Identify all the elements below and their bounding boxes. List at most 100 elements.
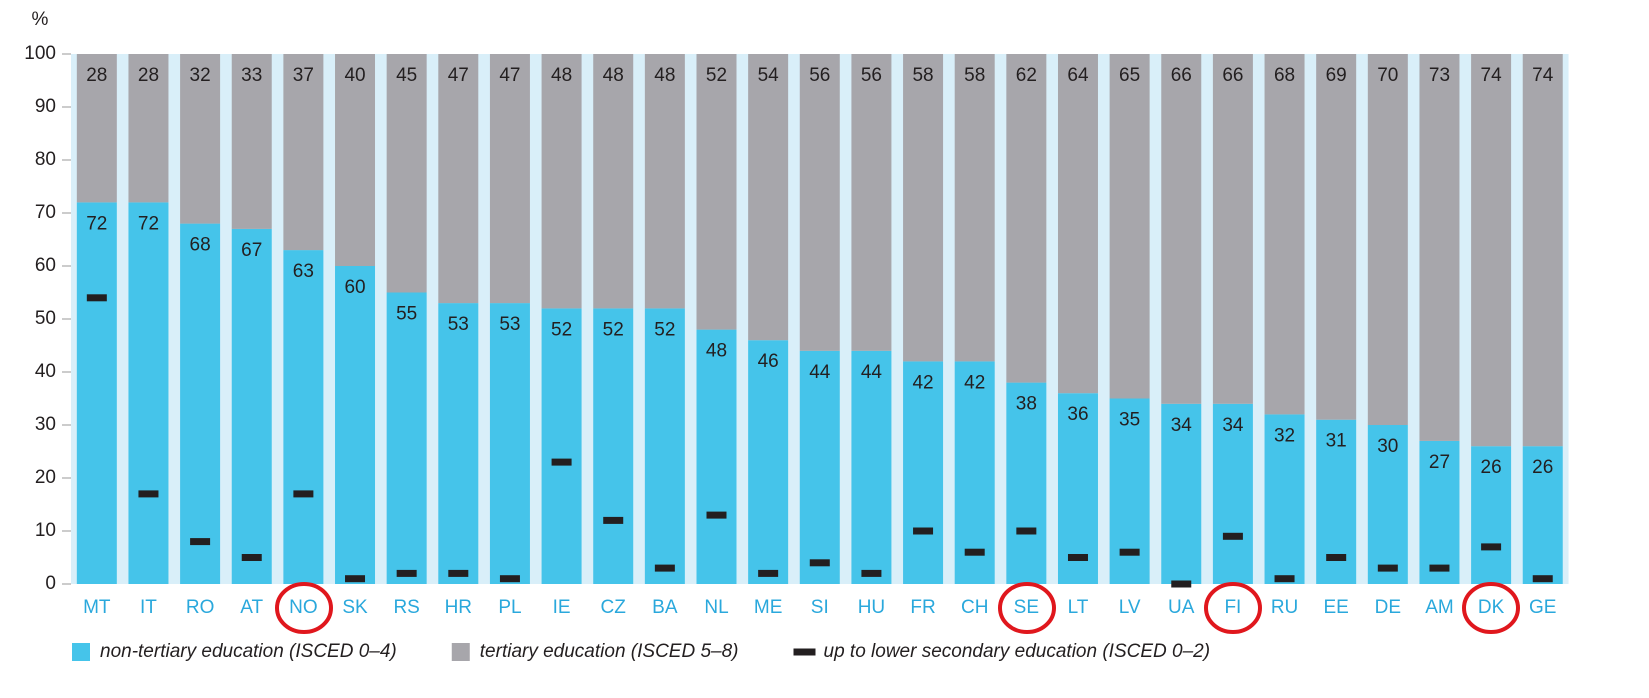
bar-value-label: 48	[603, 65, 624, 86]
bar-segment	[1161, 403, 1202, 584]
y-tick-label: 70	[35, 202, 56, 223]
y-tick-label: 0	[45, 573, 56, 594]
y-tick-label: 30	[35, 414, 56, 435]
bar-segment	[851, 350, 892, 584]
bar-value-label: 44	[861, 362, 883, 383]
bar-value-label: 37	[293, 65, 314, 86]
bar-value-label: 32	[1274, 425, 1295, 446]
bar-value-label: 31	[1326, 431, 1347, 452]
highlight-circle	[275, 582, 333, 634]
bar-segment	[748, 340, 789, 584]
x-tick-label: UA	[1168, 597, 1195, 618]
bar-value-label: 56	[861, 65, 882, 86]
bar-segment	[1471, 446, 1512, 584]
bar-segment	[180, 54, 221, 224]
bar-segment	[180, 223, 221, 584]
bar-value-label: 73	[1429, 65, 1450, 86]
x-tick-label: HU	[858, 597, 885, 618]
x-tick-label: ME	[754, 597, 783, 618]
marker	[448, 569, 469, 577]
bar-segment	[644, 54, 685, 309]
marker	[345, 575, 366, 583]
x-tick-label: SI	[811, 597, 829, 618]
x-tick-label: PL	[498, 597, 521, 618]
x-tick-label: FR	[910, 597, 935, 618]
highlights	[275, 582, 1520, 634]
bar-segment	[1212, 54, 1253, 404]
x-tick-label: NO	[289, 597, 318, 618]
bar-segment	[489, 54, 530, 304]
bar-value-label: 42	[912, 372, 933, 393]
y-axis-label: %	[32, 9, 49, 30]
marker	[499, 575, 520, 583]
x-tick-label: MT	[83, 597, 111, 618]
bar-segment	[1057, 54, 1098, 394]
x-tick-label: DK	[1478, 597, 1505, 618]
bar-segment	[903, 361, 944, 584]
x-tick-label: DE	[1375, 597, 1401, 618]
bar-value-label: 65	[1119, 65, 1140, 86]
marker	[1429, 564, 1450, 572]
bar-value-label: 74	[1532, 65, 1554, 86]
bar-segment	[1419, 54, 1460, 441]
bar-value-label: 72	[86, 213, 107, 234]
bar-segment	[954, 361, 995, 584]
marker	[1274, 575, 1295, 583]
bar-segment	[283, 250, 324, 584]
bar-value-label: 56	[809, 65, 830, 86]
x-tick-label: AM	[1425, 597, 1454, 618]
x-tick-label: EE	[1324, 597, 1349, 618]
y-tick-label: 80	[35, 149, 56, 170]
bar-value-label: 68	[190, 235, 211, 256]
bar-segment	[851, 54, 892, 351]
bar-value-label: 58	[912, 65, 933, 86]
marker	[913, 527, 934, 535]
x-tick-label: HR	[445, 597, 472, 618]
x-tick-label: GE	[1529, 597, 1556, 618]
x-tick-label: AT	[240, 597, 263, 618]
marker	[551, 458, 572, 466]
bar-segment	[1522, 446, 1563, 584]
bar-segment	[438, 303, 479, 584]
bar-value-label: 66	[1222, 65, 1243, 86]
bar-segment	[696, 54, 737, 330]
bar-segment	[386, 292, 427, 584]
bar-value-label: 54	[758, 65, 780, 86]
marker	[241, 554, 262, 561]
bar-segment	[76, 202, 117, 584]
bar-value-label: 36	[1067, 404, 1088, 425]
y-tick-label: 10	[35, 520, 56, 541]
marker	[1171, 580, 1192, 588]
legend-swatch	[451, 643, 470, 661]
bar-value-label: 62	[1016, 65, 1037, 86]
bar-value-label: 69	[1326, 65, 1347, 86]
marker	[138, 490, 159, 498]
marker	[1016, 527, 1037, 535]
bar-value-label: 44	[809, 362, 831, 383]
bar-segment	[1367, 425, 1408, 584]
x-tick-label: LV	[1119, 597, 1141, 618]
bar-value-label: 46	[758, 351, 779, 372]
legend-swatch	[72, 643, 90, 661]
bar-segment	[799, 350, 840, 584]
y-tick-label: 40	[35, 361, 56, 382]
marker	[964, 548, 985, 556]
bar-value-label: 42	[964, 372, 985, 393]
bar-value-label: 53	[448, 314, 469, 335]
bar-value-label: 58	[964, 65, 985, 86]
bar-segment	[1161, 54, 1202, 404]
bar-value-label: 27	[1429, 452, 1450, 473]
x-tick-label: RS	[393, 597, 419, 618]
bar-value-label: 70	[1377, 65, 1398, 86]
bar-value-label: 72	[138, 213, 159, 234]
bar-value-label: 28	[86, 65, 107, 86]
marker	[293, 490, 314, 498]
x-tick-label: RO	[186, 597, 215, 618]
bar-segment	[128, 54, 169, 203]
bar-segment	[1264, 414, 1305, 584]
bar-segment	[1471, 54, 1512, 447]
bar-value-label: 52	[603, 319, 624, 340]
marker	[861, 569, 882, 577]
bar-segment	[128, 202, 169, 584]
marker	[1481, 543, 1502, 551]
